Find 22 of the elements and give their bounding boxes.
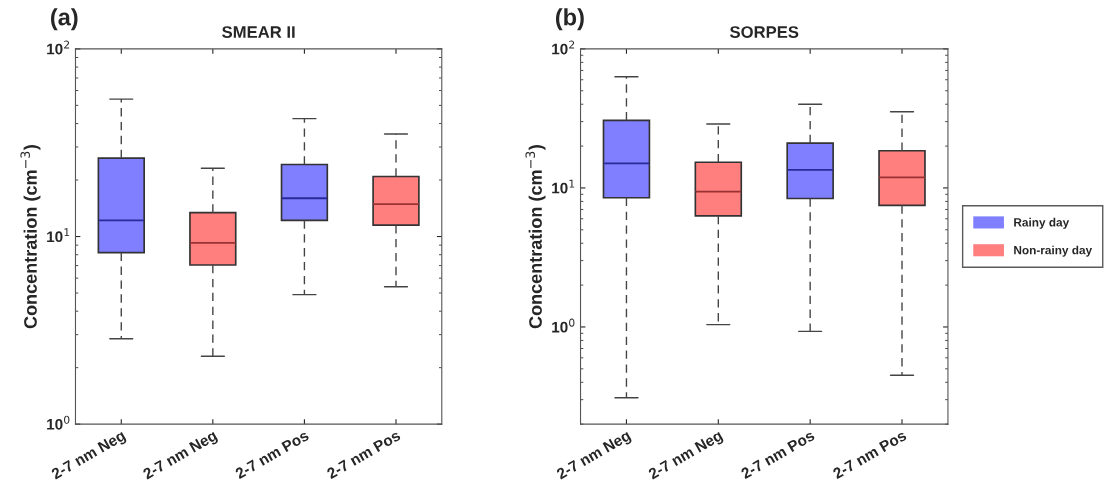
y-tick-label: 10$^{2}$ <box>47 40 70 55</box>
y-axis-title: Concentration (cm$^{−3}$) <box>20 145 41 329</box>
chart-title: SMEAR II <box>222 26 295 38</box>
legend-label: Non-rainy day <box>1014 245 1093 257</box>
x-tick-label: 2-7 nm Neg <box>50 429 128 483</box>
y-tick-label: 10$^{1}$ <box>552 179 575 194</box>
text: (a) <box>51 8 78 31</box>
y-tick-label: 10$^{0}$ <box>552 318 575 333</box>
y-tick-label: 10$^{2}$ <box>552 40 575 55</box>
x-tick-label: 2-7 nm Pos <box>326 429 402 480</box>
x-tick-label: 2-7 nm Neg <box>555 429 633 483</box>
text: (b) <box>555 8 584 31</box>
y-axis-title: Concentration (cm$^{−3}$) <box>525 145 546 329</box>
y-tick-label: 10$^{0}$ <box>47 415 70 430</box>
y-tick-label: 10$^{1}$ <box>47 228 70 243</box>
chart-title: SORPES <box>729 26 799 38</box>
x-tick-label: 2-7 nm Pos <box>832 429 908 480</box>
x-tick-label: 2-7 nm Pos <box>234 429 310 480</box>
x-tick-label: 2-7 nm Pos <box>740 429 816 480</box>
legend-label: Rainy day <box>1014 217 1070 229</box>
x-tick-label: 2-7 nm Neg <box>647 429 725 483</box>
x-tick-label: 2-7 nm Neg <box>142 429 220 483</box>
